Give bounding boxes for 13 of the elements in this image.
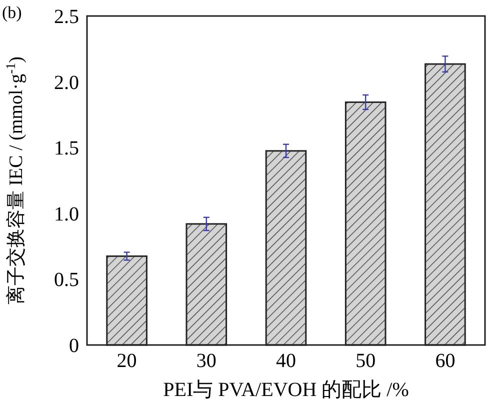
y-tick-label: 0.5 — [54, 269, 79, 292]
text: (b) — [2, 3, 22, 22]
x-tick-label: 20 — [116, 350, 137, 372]
y-tick-label: 2.0 — [54, 72, 79, 94]
x-tick-label: 50 — [356, 350, 376, 372]
x-tick-label: 60 — [435, 350, 456, 372]
x-axis-title: PEI与 PVA/EVOH 的配比 /% — [163, 379, 409, 401]
y-tick-label: 2.5 — [54, 6, 79, 28]
x-tick-label: 30 — [196, 350, 216, 372]
x-tick-label: 40 — [276, 350, 296, 372]
y-tick-label: 1.0 — [54, 203, 79, 226]
y-tick-label: 0 — [69, 335, 79, 357]
y-tick-label: 1.5 — [54, 138, 79, 160]
